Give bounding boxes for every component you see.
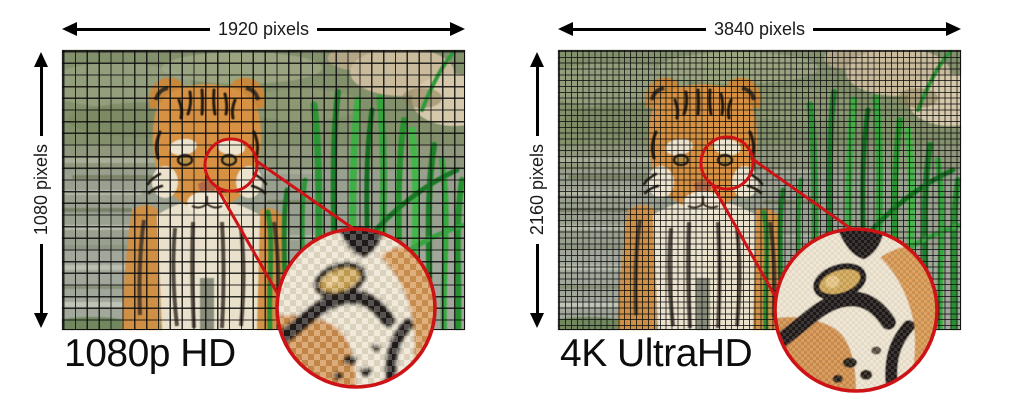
width-arrow-line: [76, 27, 210, 31]
height-label: 1080 pixels: [30, 144, 51, 236]
arrowhead-left-icon: [62, 22, 77, 36]
arrowhead-left-icon: [558, 22, 573, 36]
arrowhead-right-icon: [450, 22, 466, 36]
width-label: 1920 pixels: [217, 19, 310, 39]
height-arrow-line: [535, 66, 539, 137]
tiger-image-1080p: [62, 50, 465, 330]
height-label: 2160 pixels: [526, 144, 547, 236]
panel-4k: 3840 pixels 2160 pixels: [516, 0, 984, 410]
arrowhead-right-icon: [946, 22, 962, 36]
resolution-name-label: 4K UltraHD: [560, 332, 753, 375]
width-arrow: 1920 pixels: [62, 19, 466, 39]
pixel-grid-overlay-fine: [558, 50, 961, 330]
height-arrow: 1080 pixels: [28, 52, 54, 329]
width-arrow-line: [572, 27, 706, 31]
tiger-image-4k: [558, 50, 961, 330]
width-arrow-line: [813, 27, 948, 31]
height-arrow-line: [39, 243, 43, 315]
arrowhead-up-icon: [530, 52, 544, 67]
height-arrow-line: [39, 66, 43, 137]
pixel-grid-overlay-coarse: [62, 50, 465, 330]
width-label: 3840 pixels: [713, 19, 806, 39]
arrowhead-down-icon: [530, 313, 544, 329]
arrowhead-down-icon: [34, 313, 48, 329]
width-arrow-line: [317, 27, 452, 31]
height-arrow-line: [535, 243, 539, 315]
height-arrow: 2160 pixels: [524, 52, 550, 329]
width-arrow: 3840 pixels: [558, 19, 962, 39]
panel-1080p: 1920 pixels 1080 pixels: [20, 0, 488, 410]
resolution-name-label: 1080p HD: [64, 332, 236, 375]
arrowhead-up-icon: [34, 52, 48, 67]
